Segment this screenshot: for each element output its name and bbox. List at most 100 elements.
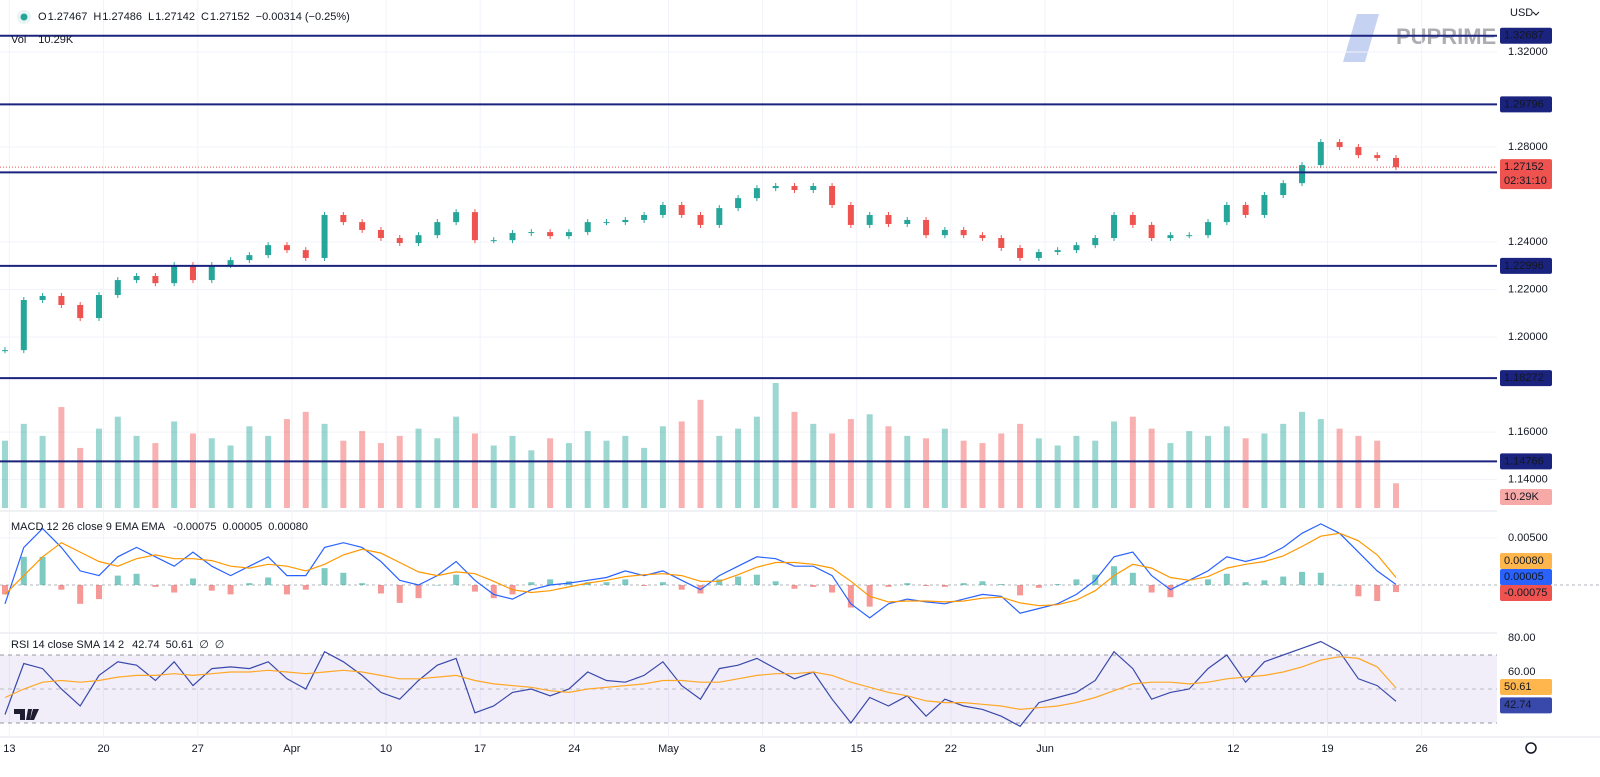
- x-tick-label: Jun: [1036, 743, 1054, 755]
- candle: [1223, 204, 1230, 223]
- volume-bar: [2, 440, 8, 508]
- candle: [2, 350, 8, 352]
- volume-last-label: 10.29K: [1504, 491, 1540, 503]
- x-tick-label: 24: [568, 743, 580, 755]
- volume-last-label-bg: [1500, 489, 1552, 505]
- candle: [1017, 247, 1024, 258]
- volume-bar: [810, 423, 817, 508]
- volume-bar: [415, 428, 422, 508]
- legend-text: C: [201, 11, 209, 23]
- volume-bar: [227, 445, 234, 508]
- legend-text: −0.00314 (−0.25%): [256, 11, 350, 23]
- y-tick-label: 80.00: [1508, 632, 1536, 644]
- settings-button[interactable]: [1525, 742, 1537, 754]
- rsi-value-label-bg: [1500, 697, 1552, 714]
- candle: [810, 185, 817, 191]
- candle: [227, 260, 234, 266]
- macd-histogram-bar: [1148, 585, 1155, 593]
- candle: [678, 204, 685, 215]
- candle: [114, 280, 121, 296]
- candle: [979, 235, 986, 239]
- legend-text: 0.00005: [223, 521, 263, 533]
- legend-text: 1.27467: [48, 11, 88, 23]
- candle: [960, 229, 967, 236]
- volume-bar: [1336, 428, 1343, 508]
- macd-histogram-bar: [359, 583, 366, 586]
- currency-select[interactable]: USD: [1510, 7, 1533, 19]
- level-label-bg: [1500, 96, 1552, 113]
- candle: [415, 235, 422, 244]
- legend-text: 1.27152: [210, 11, 250, 23]
- macd-histogram-bar: [641, 585, 648, 586]
- watermark-logo: [1343, 14, 1379, 62]
- candle: [189, 265, 196, 281]
- volume-bar: [1186, 431, 1193, 508]
- x-tick-label: 22: [945, 743, 957, 755]
- candle: [1336, 142, 1343, 148]
- volume-bar: [659, 426, 666, 508]
- candle: [265, 245, 272, 256]
- volume-bar: [20, 423, 27, 508]
- macd-histogram-bar: [490, 585, 497, 599]
- macd-histogram-bar: [735, 576, 742, 586]
- candle: [39, 295, 46, 301]
- macd-histogram-bar: [1374, 585, 1381, 601]
- macd-histogram-bar: [1336, 585, 1343, 586]
- volume-bar: [152, 443, 159, 508]
- x-tick-label: 12: [1227, 743, 1239, 755]
- candle: [1054, 250, 1061, 253]
- x-tick-label: Apr: [283, 743, 300, 755]
- candle: [716, 208, 723, 225]
- volume-bar: [1054, 445, 1061, 508]
- candle: [1092, 238, 1099, 246]
- macd-histogram-bar: [95, 585, 102, 600]
- volume-bar: [189, 433, 196, 508]
- candle: [133, 276, 140, 281]
- candle: [171, 265, 178, 284]
- candle: [453, 212, 460, 223]
- volume-bar: [528, 450, 535, 508]
- volume-bar: [1205, 435, 1212, 508]
- x-tick-label: 10: [380, 743, 392, 755]
- macd-histogram-bar: [340, 572, 347, 586]
- volume-bar: [302, 411, 309, 508]
- macd-histogram-bar: [979, 581, 986, 586]
- macd-histogram-bar: [321, 568, 328, 586]
- level-label: 1.22996: [1504, 260, 1544, 272]
- candle: [58, 295, 65, 306]
- legend-text: RSI 14 close SMA 14 2: [11, 639, 124, 651]
- x-tick-label: 19: [1321, 743, 1333, 755]
- volume-bar: [998, 433, 1005, 508]
- macd-value-label-bg: [1500, 553, 1552, 569]
- tv-logo[interactable]: [14, 709, 39, 720]
- macd-histogram-bar: [1167, 585, 1174, 598]
- macd-histogram-bar: [246, 583, 253, 586]
- candle: [283, 245, 290, 251]
- candle: [584, 222, 591, 233]
- macd-histogram-bar: [829, 585, 836, 593]
- macd-histogram-bar: [1073, 579, 1080, 586]
- macd-histogram-bar: [1261, 580, 1268, 586]
- volume-bar: [359, 431, 366, 508]
- x-tick-label: 13: [3, 743, 15, 755]
- macd-value-label: 0.00080: [1504, 555, 1544, 567]
- macd-histogram-bar: [283, 585, 290, 595]
- macd-histogram-bar: [20, 556, 27, 586]
- candle: [866, 214, 873, 225]
- volume-bar: [716, 435, 723, 508]
- volume-bar: [565, 443, 572, 508]
- candle: [1317, 142, 1324, 166]
- volume-bar: [960, 440, 967, 508]
- candle: [1205, 222, 1212, 236]
- legend-text: 42.74: [132, 639, 160, 651]
- candle: [1299, 165, 1306, 184]
- volume-bar: [471, 433, 478, 508]
- volume-bar: [1280, 423, 1287, 508]
- volume-bar: [1317, 419, 1324, 508]
- macd-histogram-bar: [453, 574, 460, 586]
- level-label: 1.29796: [1504, 98, 1544, 110]
- legend-text: Vol: [11, 34, 26, 46]
- volume-bar: [265, 435, 272, 508]
- dropdown-caret[interactable]: [1532, 11, 1540, 16]
